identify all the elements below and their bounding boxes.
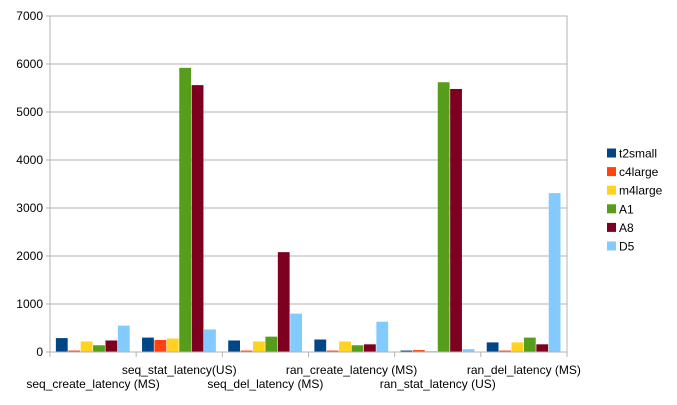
legend-swatch (607, 148, 616, 158)
legend: t2small c4large m4large A1 A8 D5 (607, 147, 663, 254)
y-tick-label: 1000 (16, 297, 43, 311)
y-tick-label: 4000 (16, 153, 43, 167)
bar-D5-0 (117, 325, 130, 352)
bar-A1-5 (523, 337, 536, 352)
bar-c4large-1 (154, 340, 167, 352)
bar-A8-5 (536, 344, 549, 352)
legend-label: m4large (619, 184, 663, 198)
legend-swatch (607, 185, 616, 195)
bar-A8-3 (363, 344, 376, 352)
bar-c4large-4 (412, 350, 425, 352)
bar-D5-4 (462, 349, 475, 352)
bar-c4large-5 (499, 350, 511, 352)
bar-D5-5 (548, 193, 561, 352)
bar-A1-3 (351, 345, 364, 352)
legend-label: t2small (619, 147, 657, 161)
y-tick-label: 5000 (16, 105, 43, 119)
legend-label: A1 (619, 202, 634, 216)
y-tick-label: 2000 (16, 249, 43, 263)
bar-m4large-3 (339, 341, 351, 352)
bar-D5-3 (376, 321, 389, 352)
bar-A1-4 (437, 82, 450, 353)
bar-D5-2 (290, 313, 303, 352)
x-category-label: ran_stat_latency (US) (380, 377, 496, 391)
legend-swatch (607, 222, 616, 232)
x-category-label: ran_del_latency (MS) (467, 363, 581, 377)
x-category-label: seq_del_latency (MS) (207, 377, 323, 391)
bar-A8-1 (191, 85, 204, 353)
x-category-label: seq_create_latency (MS) (26, 377, 159, 391)
x-category-label: ran_create_latency (MS) (286, 363, 417, 377)
bar-A8-2 (277, 252, 290, 352)
legend-label: D5 (619, 240, 635, 254)
y-tick-label: 3000 (16, 201, 43, 215)
bar-D5-1 (204, 329, 216, 352)
bar-m4large-5 (511, 342, 524, 352)
bar-A8-4 (450, 88, 462, 353)
legend-swatch (607, 204, 616, 214)
bar-m4large-0 (80, 341, 93, 352)
plot-area-border (49, 15, 568, 353)
bar-t2small-5 (486, 342, 499, 352)
bar-t2small-1 (142, 337, 154, 352)
bar-c4large-0 (68, 350, 81, 352)
bar-t2small-4 (400, 350, 413, 352)
y-tick-label: 7000 (16, 9, 43, 23)
bar-A8-0 (105, 340, 118, 352)
bar-t2small-0 (55, 338, 68, 352)
legend-label: A8 (619, 221, 634, 235)
legend-swatch (607, 241, 616, 251)
y-tick-label: 0 (36, 345, 43, 359)
x-category-label: seq_stat_latency(US) (122, 363, 237, 377)
bars (55, 67, 561, 353)
legend-swatch (607, 167, 616, 177)
bar-A1-2 (265, 336, 278, 352)
legend-label: c4large (619, 165, 659, 179)
bar-A1-0 (93, 345, 105, 352)
bar-t2small-2 (228, 340, 241, 352)
bar-m4large-2 (253, 341, 265, 352)
bar-c4large-2 (240, 350, 253, 352)
y-tick-label: 6000 (16, 57, 43, 71)
axes: 0 1000 2000 3000 4000 5000 6000 7000 seq_create_… (16, 9, 581, 391)
bar-c4large-3 (326, 350, 339, 352)
gridlines (50, 15, 567, 353)
bar-A1-1 (179, 67, 192, 352)
bar-m4large-1 (166, 338, 179, 352)
bar-t2small-3 (314, 339, 327, 352)
